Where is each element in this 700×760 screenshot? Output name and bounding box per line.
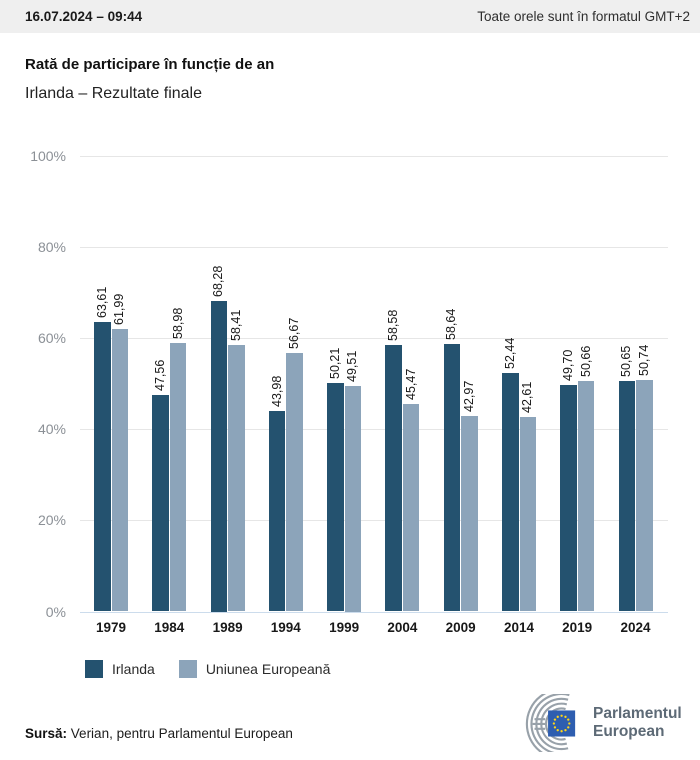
y-tick-100: 100% — [30, 148, 66, 164]
bar-irlanda-1999 — [327, 382, 344, 612]
bar-ue-1999 — [344, 386, 362, 612]
bar-value-irlanda-2024: 50,65 — [619, 345, 634, 377]
bar-irlanda-1989 — [210, 300, 228, 612]
page-subtitle: Irlanda – Rezultate finale — [25, 85, 202, 102]
bar-value-irlanda-2009: 58,64 — [444, 309, 459, 341]
gridline-100 — [80, 156, 668, 157]
legend-item-irlanda: Irlanda — [85, 660, 155, 678]
bar-value-ue-1979: 61,99 — [112, 293, 127, 326]
bar-ue-2004 — [402, 404, 420, 612]
legend-swatch-uniunea-europeana — [178, 660, 197, 678]
bar-ue-1989 — [228, 345, 245, 612]
x-tick-2024: 2024 — [620, 620, 651, 635]
y-tick-60: 60% — [37, 330, 66, 347]
bar-irlanda-1994 — [268, 411, 286, 612]
timezone-note: Toate orele sunt în formatul GMT+2 — [477, 9, 690, 24]
gridline-80 — [80, 247, 668, 249]
legend: Irlanda Uniunea Europeană — [85, 660, 330, 678]
topbar: 16.07.2024 – 09:44 Toate orele sunt în f… — [0, 0, 700, 33]
bar-ue-1984 — [169, 342, 187, 612]
bar-value-irlanda-2019: 49,70 — [561, 349, 575, 382]
bar-ue-2014 — [519, 417, 536, 612]
x-tick-1994: 1994 — [270, 620, 301, 635]
bar-value-irlanda-2014: 52,44 — [502, 337, 517, 369]
bar-value-ue-1984: 58,98 — [170, 307, 185, 339]
x-tick-1984: 1984 — [154, 620, 185, 635]
bar-value-ue-2014: 42,61 — [520, 382, 535, 414]
legend-label-uniunea-europeana: Uniunea Europeană — [205, 661, 331, 677]
bar-value-irlanda-1979: 63,61 — [94, 286, 109, 318]
bar-value-irlanda-1994: 43,98 — [269, 375, 284, 408]
bar-irlanda-2014 — [502, 372, 519, 612]
gridline-40 — [80, 429, 668, 431]
x-tick-1999: 1999 — [329, 620, 360, 635]
bar-value-irlanda-2004: 58,58 — [386, 309, 401, 341]
bar-irlanda-2019 — [560, 385, 577, 612]
ep-logo-text: Parlamentul European — [593, 705, 682, 742]
x-axis-line — [80, 611, 668, 613]
bar-ue-2024 — [636, 380, 653, 612]
ep-logo-line1: Parlamentul — [593, 704, 682, 722]
ep-logo: Parlamentul European — [512, 694, 682, 752]
bar-irlanda-2004 — [385, 344, 402, 612]
bar-ue-1994 — [286, 353, 303, 612]
x-tick-1979: 1979 — [95, 620, 127, 635]
bar-irlanda-1984 — [152, 394, 169, 612]
bar-value-ue-1989: 58,41 — [228, 310, 243, 342]
bar-value-ue-2019: 50,66 — [578, 345, 593, 377]
bar-irlanda-1979 — [94, 321, 111, 612]
gridline-20 — [80, 520, 668, 522]
bar-irlanda-2024 — [618, 380, 635, 612]
legend-label-irlanda: Irlanda — [112, 661, 155, 677]
x-tick-2019: 2019 — [562, 620, 593, 635]
bar-ue-2019 — [577, 380, 595, 612]
bar-ue-1979 — [111, 329, 128, 612]
x-tick-2004: 2004 — [387, 620, 418, 635]
bar-value-irlanda-1989: 68,28 — [211, 265, 226, 297]
bar-value-irlanda-1984: 47,56 — [153, 359, 167, 391]
source-text: Verian, pentru Parlamentul European — [70, 726, 293, 741]
eu-flag — [548, 710, 576, 737]
y-tick-80: 80% — [37, 239, 66, 256]
x-tick-2009: 2009 — [445, 620, 476, 635]
ep-logo-line2: European — [593, 723, 665, 740]
bar-value-ue-1999: 49,51 — [345, 350, 360, 382]
x-tick-1989: 1989 — [212, 620, 243, 635]
bar-irlanda-2009 — [443, 344, 461, 612]
ep-hemicycle-icon — [525, 694, 576, 752]
datetime-label: 16.07.2024 – 09:44 — [25, 9, 143, 24]
bar-ue-2009 — [461, 415, 478, 612]
page-title: Rată de participare în funcție de an — [25, 56, 275, 73]
y-tick-40: 40% — [37, 421, 66, 438]
bar-value-ue-2024: 50,74 — [636, 345, 651, 377]
eu-flag-stars — [552, 714, 571, 733]
gridline-60 — [80, 338, 668, 340]
source-note: Sursă: Verian, pentru Parlamentul Europe… — [25, 726, 293, 741]
y-tick-20: 20% — [37, 512, 66, 529]
bar-value-irlanda-1999: 50,21 — [327, 347, 342, 379]
legend-item-uniunea-europeana: Uniunea Europeană — [178, 660, 331, 678]
bar-value-ue-2004: 45,47 — [403, 369, 418, 401]
x-tick-2014: 2014 — [503, 620, 535, 635]
bar-value-ue-1994: 56,67 — [287, 318, 302, 350]
legend-swatch-irlanda — [85, 660, 103, 678]
y-tick-0: 0% — [45, 603, 66, 620]
bar-value-ue-2009: 42,97 — [461, 380, 476, 412]
source-label: Sursă: — [25, 726, 68, 741]
